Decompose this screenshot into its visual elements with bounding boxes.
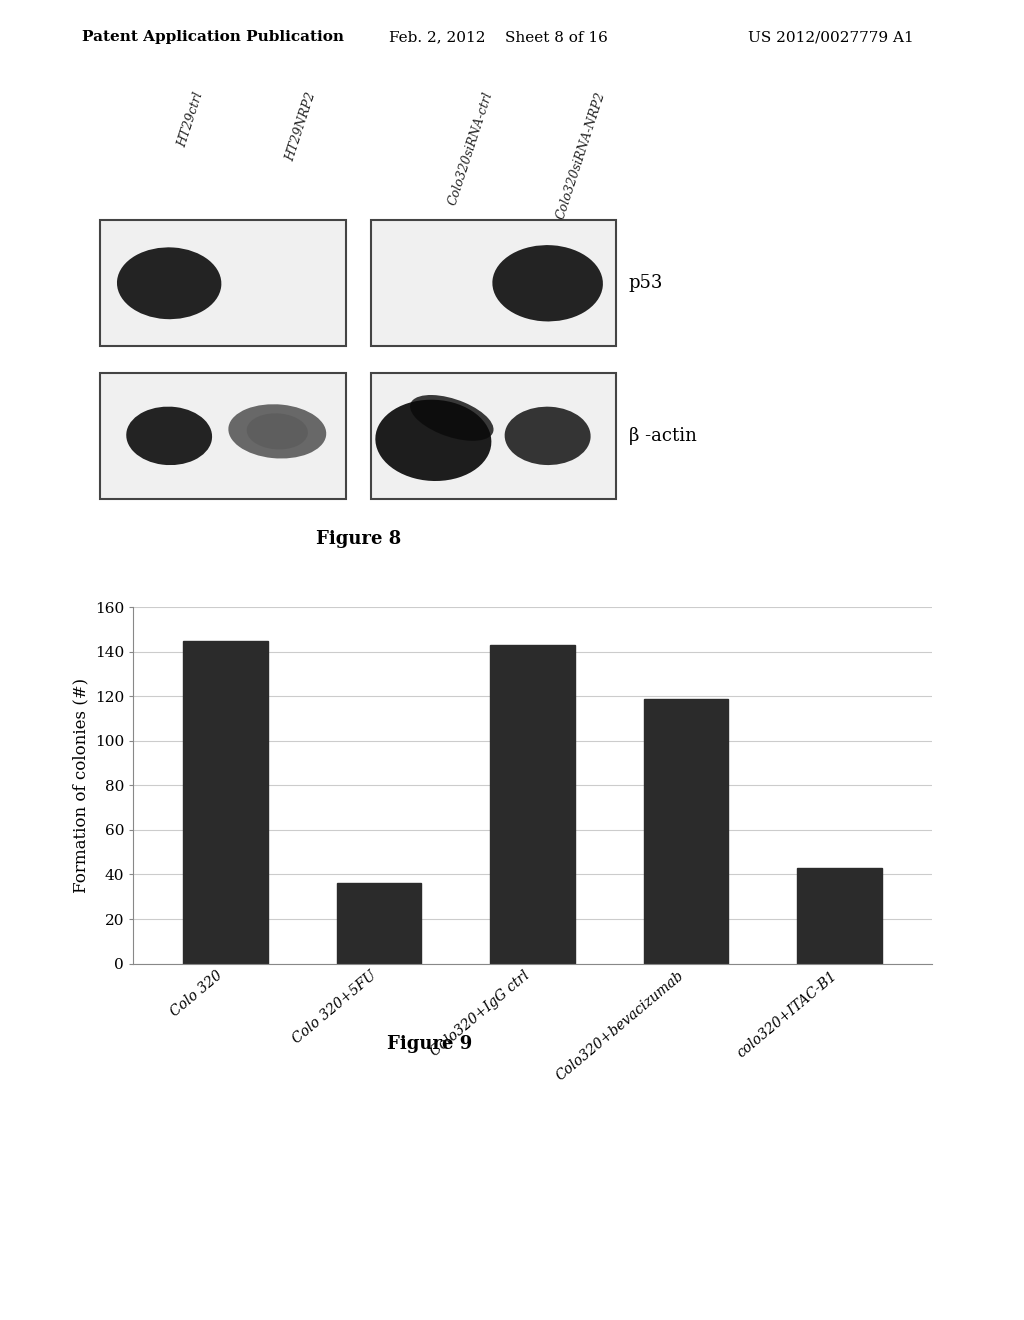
Bar	[644, 698, 728, 964]
Bar	[337, 883, 421, 964]
Bar	[100, 374, 346, 499]
Text: p53: p53	[629, 275, 664, 292]
Ellipse shape	[247, 413, 308, 449]
Text: Figure 9: Figure 9	[387, 1035, 473, 1053]
Bar	[798, 867, 882, 964]
Text: Figure 8: Figure 8	[315, 529, 401, 548]
Ellipse shape	[376, 400, 492, 480]
Ellipse shape	[117, 247, 221, 319]
Ellipse shape	[493, 246, 603, 322]
Text: US 2012/0027779 A1: US 2012/0027779 A1	[748, 30, 913, 45]
Text: HT29NRP2: HT29NRP2	[284, 90, 318, 162]
Text: HT29ctrl: HT29ctrl	[175, 90, 206, 149]
Bar	[100, 220, 346, 346]
Text: Colo320siRNA-ctrl: Colo320siRNA-ctrl	[445, 90, 495, 207]
Ellipse shape	[505, 407, 591, 465]
Bar	[490, 645, 574, 964]
Ellipse shape	[410, 395, 494, 441]
Ellipse shape	[228, 404, 327, 458]
Ellipse shape	[126, 407, 212, 465]
Text: Colo320siRNA-NRP2: Colo320siRNA-NRP2	[554, 90, 607, 222]
Bar	[183, 640, 267, 964]
Text: Patent Application Publication: Patent Application Publication	[82, 30, 344, 45]
Y-axis label: Formation of colonies (#): Formation of colonies (#)	[73, 678, 89, 892]
Text: β -actin: β -actin	[629, 426, 696, 445]
Text: Feb. 2, 2012    Sheet 8 of 16: Feb. 2, 2012 Sheet 8 of 16	[389, 30, 608, 45]
Bar	[371, 374, 616, 499]
Bar	[371, 220, 616, 346]
